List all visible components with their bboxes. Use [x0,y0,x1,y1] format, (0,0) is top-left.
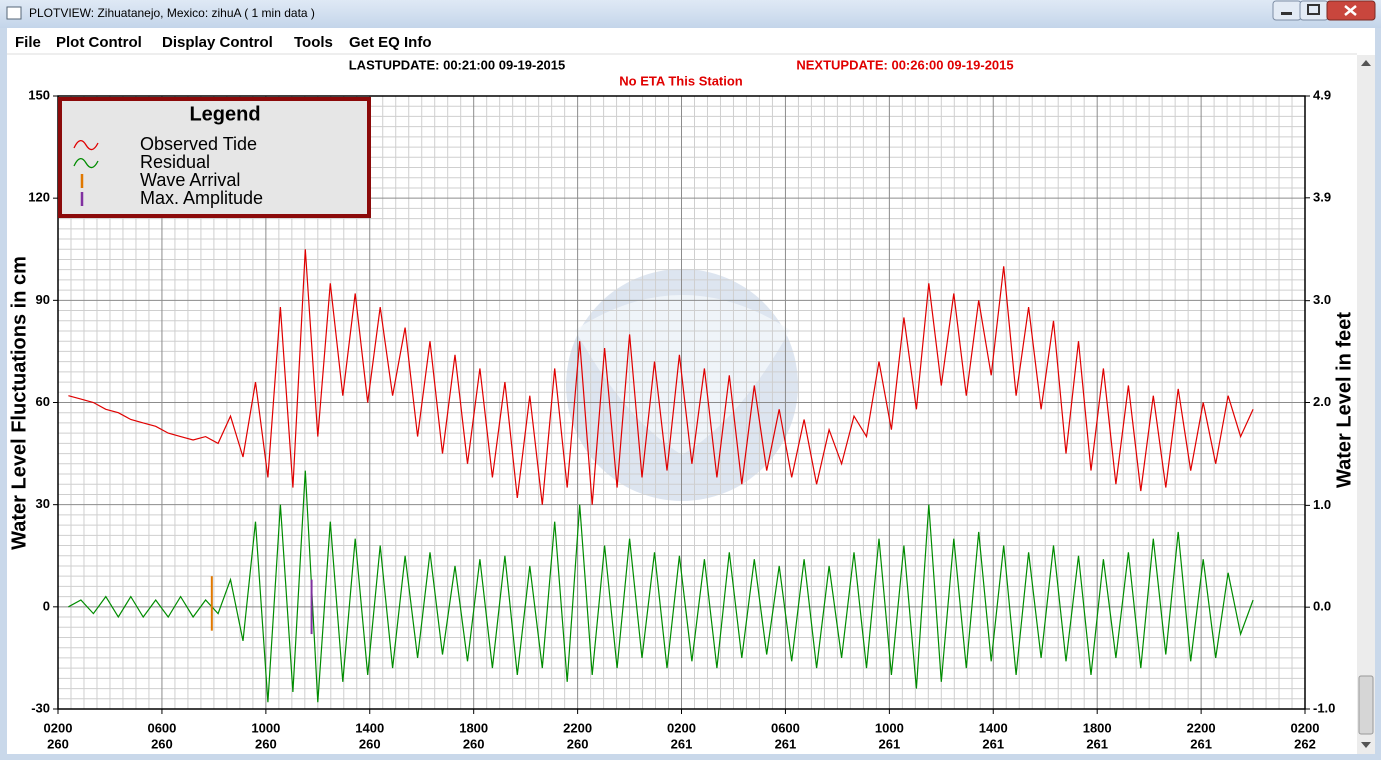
menu-item[interactable]: Plot Control [56,34,142,51]
scroll-down[interactable] [1361,742,1371,748]
legend-icon [73,140,99,151]
legend-box [58,97,371,218]
x-tick-day: 261 [1190,736,1212,751]
scrollbar [1357,55,1375,754]
y2-tick-label: 2.0 [1313,394,1331,409]
minimize-button[interactable] [1272,0,1302,21]
y-tick-label: -30 [31,700,50,715]
window-title: PLOTVIEW: Zihuatanejo, Mexico: zihuA ( 1… [29,6,315,20]
minimize-glyph [1281,12,1292,15]
x-tick-label: 1000 [251,720,280,735]
x-tick-day: 261 [982,736,1004,751]
x-tick-day: 260 [359,736,381,751]
x-tick-label: 0600 [147,720,176,735]
y-tick-label: 60 [36,394,50,409]
scroll-thumb[interactable] [1358,675,1374,735]
x-tick-label: 0200 [44,720,73,735]
data-line [68,249,1254,505]
x-tick-label: 2200 [563,720,592,735]
plot: 0200260060026010002601400260180026022002… [28,87,1335,751]
watermark [575,295,790,455]
y2-axis-label: Water Level in feet [1333,312,1355,488]
x-tick-label: 0600 [771,720,800,735]
menu-item[interactable]: Get EQ Info [349,34,432,51]
y2-tick-label: 3.0 [1313,292,1331,307]
x-tick-label: 2200 [1187,720,1216,735]
legend-icon [73,158,99,169]
legend-label: Residual [140,152,210,172]
last-update: LASTUPDATE: 00:21:00 09-19-2015 [349,57,566,72]
maximize-glyph [1307,4,1320,15]
window-controls [1272,0,1376,21]
x-tick-day: 260 [567,736,589,751]
next-update: NEXTUPDATE: 00:26:00 09-19-2015 [796,57,1013,72]
legend-label: Observed Tide [140,134,257,154]
close-glyph [1344,5,1357,16]
x-tick-label: 0200 [667,720,696,735]
menu: File Plot Control Display Control Tools … [15,34,432,51]
menu-item[interactable]: File [15,34,41,51]
scroll-track[interactable] [1357,55,1375,754]
x-tick-label: 1400 [979,720,1008,735]
y2-tick-label: 1.0 [1313,497,1331,512]
x-tick-label: 1800 [459,720,488,735]
y-tick-label: 90 [36,292,50,307]
y2-tick-label: 3.9 [1313,189,1331,204]
x-tick-day: 261 [1086,736,1108,751]
title-bar [0,0,1381,28]
plot-frame [57,95,1306,710]
y-tick-label: 30 [36,496,50,511]
x-tick-day: 261 [671,736,693,751]
x-tick-label: 1400 [355,720,384,735]
y-tick-label: 120 [28,190,50,205]
x-tick-day: 262 [1294,736,1316,751]
menu-item[interactable]: Display Control [162,34,273,51]
maximize-button[interactable] [1299,0,1329,21]
x-tick-day: 260 [255,736,277,751]
data-line [68,470,1254,703]
y-tick-label: 0 [43,598,50,613]
menu-item[interactable]: Tools [294,34,333,51]
x-tick-label: 0200 [1291,720,1320,735]
x-tick-label: 1800 [1083,720,1112,735]
x-tick-day: 260 [151,736,173,751]
x-tick-day: 260 [47,736,69,751]
y2-tick-label: 0.0 [1313,599,1331,614]
x-tick-day: 261 [775,736,797,751]
y-tick-label: 150 [28,87,50,102]
scroll-up[interactable] [1361,60,1371,66]
y2-tick-label: 4.9 [1313,87,1331,102]
y-axis-label: Water Level Fluctuations in cm [8,256,30,550]
app-icon [6,6,22,20]
eta-note: No ETA This Station [619,73,743,88]
x-tick-label: 1000 [875,720,904,735]
legend-label: Wave Arrival [140,170,240,190]
menu-bar [7,30,1375,54]
legend-title: Legend [189,103,260,125]
x-tick-day: 260 [463,736,485,751]
y2-tick-label: -1.0 [1313,700,1335,715]
x-tick-day: 261 [879,736,901,751]
legend-label: Max. Amplitude [140,188,263,208]
